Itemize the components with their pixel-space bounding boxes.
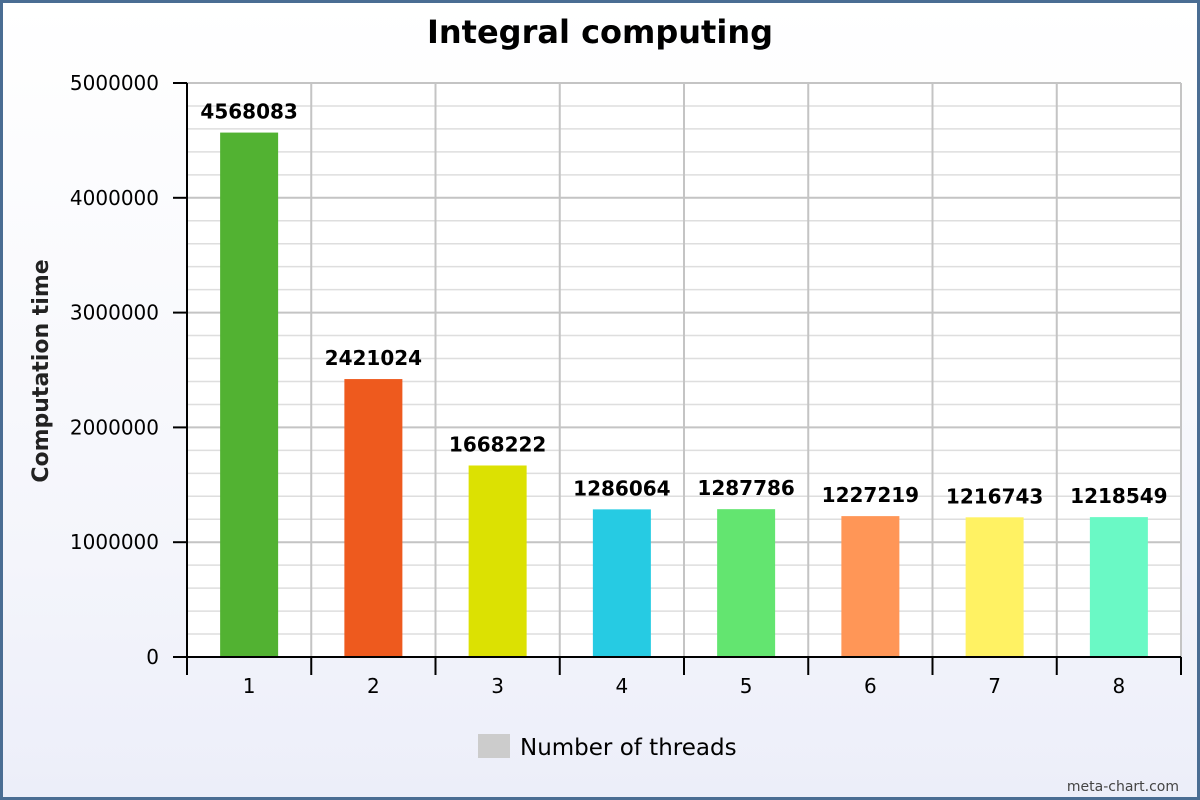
data-label-2: 2421024 [325,346,422,370]
bar-7 [965,517,1024,657]
data-label-4: 1286064 [573,476,670,500]
y-tick-label: 0 [146,645,159,669]
x-tick-label-8: 8 [1113,674,1126,698]
x-tick-label-5: 5 [740,674,753,698]
x-tick-labels: 1 2 3 4 5 6 7 8 [243,674,1125,698]
bar-8 [1089,517,1148,657]
y-axis-label: Computation time [29,259,54,482]
x-tick-label-2: 2 [367,674,380,698]
y-tick-label: 3000000 [70,301,159,325]
y-tick-labels: 0 1000000 2000000 3000000 4000000 5000000 [70,71,159,669]
chart-title: Integral computing [427,13,773,51]
data-label-3: 1668222 [449,432,546,456]
bar-6 [841,516,900,657]
chart-svg: Integral computing 0 1000000 2000000 300000… [29,13,1182,795]
bars-group [220,132,1148,657]
bar-4 [592,509,651,657]
y-tick-label: 5000000 [70,71,159,95]
x-tick-label-3: 3 [491,674,504,698]
legend-label: Number of threads [520,735,737,761]
bar-2 [344,379,403,657]
y-tick-label: 2000000 [70,415,159,439]
y-tick-label: 4000000 [70,186,159,210]
x-tick-label-4: 4 [616,674,629,698]
x-tick-label-6: 6 [864,674,877,698]
legend-swatch [478,734,510,758]
data-labels: 4568083 2421024 1668222 1286064 1287786 12272… [200,100,1167,509]
axes-group [173,82,1182,675]
data-label-7: 1216743 [946,484,1043,508]
bar-5 [717,509,776,657]
data-label-5: 1287786 [697,476,794,500]
bar-1 [220,132,279,657]
y-tick-label: 1000000 [70,530,159,554]
data-label-1: 4568083 [200,100,297,124]
data-label-6: 1227219 [822,483,919,507]
data-label-8: 1218549 [1070,484,1167,508]
watermark-text: meta-chart.com [1067,779,1179,795]
x-tick-label-1: 1 [243,674,256,698]
bar-3 [468,465,527,657]
x-tick-label-7: 7 [988,674,1001,698]
